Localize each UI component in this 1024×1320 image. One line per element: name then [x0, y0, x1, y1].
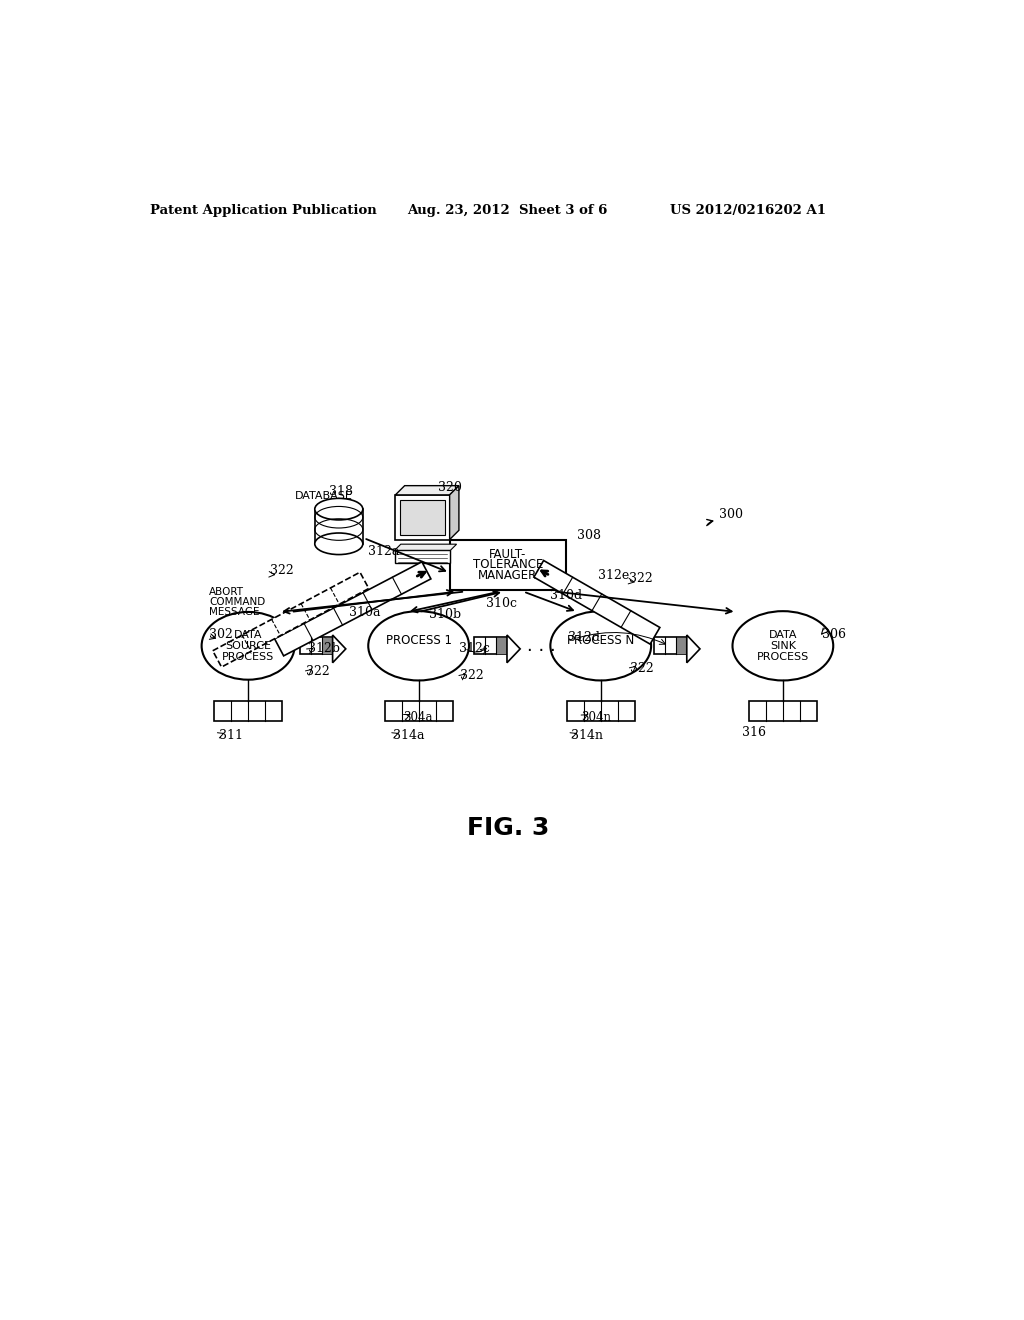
Text: SOURCE: SOURCE: [225, 640, 271, 651]
Text: FAULT-: FAULT-: [489, 548, 526, 561]
FancyBboxPatch shape: [654, 638, 687, 655]
Text: 311: 311: [219, 730, 244, 742]
Text: 314n: 314n: [571, 730, 603, 742]
Text: 312c: 312c: [459, 643, 489, 656]
FancyBboxPatch shape: [450, 540, 566, 590]
Polygon shape: [534, 561, 659, 644]
FancyBboxPatch shape: [300, 638, 333, 655]
Text: ABORT: ABORT: [209, 587, 245, 597]
Polygon shape: [687, 635, 700, 663]
Text: MESSAGE: MESSAGE: [209, 607, 260, 616]
Text: 312d: 312d: [568, 631, 600, 644]
Text: 300: 300: [719, 508, 742, 521]
FancyBboxPatch shape: [214, 701, 283, 721]
Text: 302: 302: [209, 628, 233, 640]
Text: DATA: DATA: [233, 630, 262, 640]
Text: 306: 306: [821, 628, 846, 640]
Text: 322: 322: [270, 564, 294, 577]
Text: 312b: 312b: [308, 643, 340, 656]
Polygon shape: [333, 635, 346, 663]
Text: 316: 316: [741, 726, 766, 739]
Ellipse shape: [314, 533, 362, 554]
Polygon shape: [450, 486, 459, 540]
Text: 322: 322: [460, 669, 483, 682]
FancyBboxPatch shape: [676, 638, 686, 653]
Text: COMMAND: COMMAND: [209, 597, 265, 607]
Text: FIG. 3: FIG. 3: [467, 816, 549, 841]
FancyBboxPatch shape: [385, 701, 453, 721]
Text: 310a: 310a: [349, 606, 380, 619]
Text: SINK: SINK: [770, 640, 796, 651]
Text: 308: 308: [578, 529, 601, 543]
Text: 310c: 310c: [486, 597, 517, 610]
FancyBboxPatch shape: [395, 495, 450, 540]
Ellipse shape: [314, 499, 362, 520]
Text: DATABASE: DATABASE: [295, 491, 352, 500]
FancyBboxPatch shape: [394, 550, 451, 562]
Polygon shape: [395, 486, 459, 495]
Text: 304n: 304n: [582, 711, 611, 723]
Text: 314a: 314a: [393, 730, 425, 742]
FancyBboxPatch shape: [474, 638, 507, 655]
Text: 320: 320: [438, 482, 462, 495]
Text: 310b: 310b: [429, 607, 461, 620]
Ellipse shape: [369, 611, 469, 681]
Polygon shape: [213, 572, 369, 667]
Text: 312a: 312a: [369, 545, 399, 557]
Text: DATA: DATA: [769, 630, 797, 640]
FancyBboxPatch shape: [323, 638, 332, 653]
Ellipse shape: [202, 612, 295, 680]
Text: 312e: 312e: [598, 569, 630, 582]
FancyBboxPatch shape: [497, 638, 507, 653]
FancyBboxPatch shape: [566, 701, 635, 721]
Ellipse shape: [550, 611, 651, 681]
Text: PROCESS 1: PROCESS 1: [386, 634, 452, 647]
Text: PROCESS: PROCESS: [757, 652, 809, 661]
Text: 318: 318: [330, 484, 353, 498]
Text: 322: 322: [630, 661, 654, 675]
Text: MANAGER: MANAGER: [478, 569, 538, 582]
Ellipse shape: [732, 611, 834, 681]
Text: Patent Application Publication: Patent Application Publication: [151, 205, 377, 218]
Text: US 2012/0216202 A1: US 2012/0216202 A1: [670, 205, 826, 218]
FancyBboxPatch shape: [749, 701, 817, 721]
Text: TOLERANCE: TOLERANCE: [472, 558, 543, 572]
Text: 310d: 310d: [550, 589, 583, 602]
Text: 304a: 304a: [403, 711, 432, 723]
Polygon shape: [274, 562, 431, 656]
Polygon shape: [394, 544, 457, 550]
Text: PROCESS N: PROCESS N: [567, 634, 635, 647]
Text: 322: 322: [306, 665, 330, 677]
Text: Aug. 23, 2012  Sheet 3 of 6: Aug. 23, 2012 Sheet 3 of 6: [408, 205, 608, 218]
Text: 322: 322: [630, 572, 653, 585]
Polygon shape: [314, 510, 362, 544]
FancyBboxPatch shape: [400, 499, 445, 535]
Text: . . .: . . .: [526, 636, 555, 655]
Text: PROCESS: PROCESS: [222, 652, 274, 661]
Polygon shape: [507, 635, 520, 663]
